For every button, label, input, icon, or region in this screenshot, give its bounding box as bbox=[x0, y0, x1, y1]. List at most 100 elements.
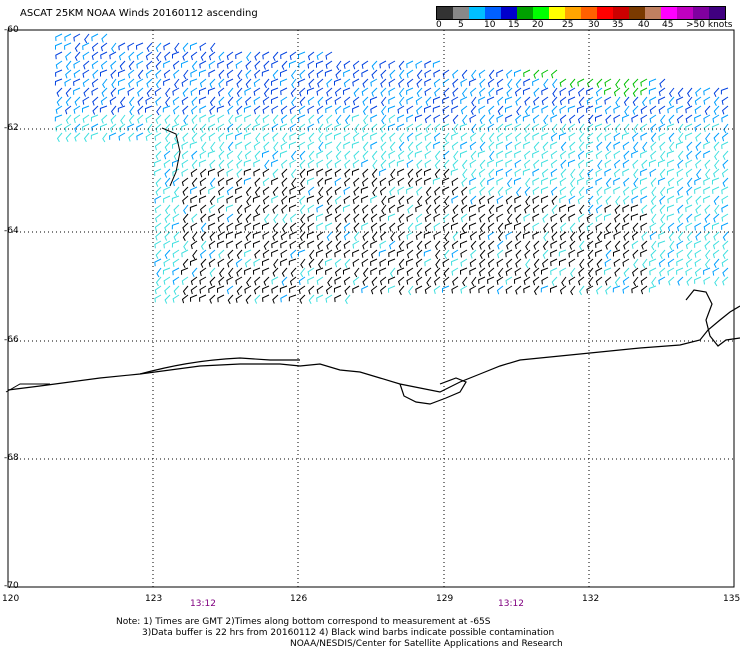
wind-barb bbox=[415, 123, 423, 132]
wind-barb bbox=[561, 123, 567, 134]
wind-barb bbox=[370, 213, 378, 223]
wind-barb bbox=[190, 42, 198, 50]
wind-barb bbox=[406, 186, 414, 194]
wind-barb bbox=[192, 231, 198, 242]
wind-barb bbox=[633, 177, 639, 188]
wind-barb bbox=[84, 33, 90, 44]
wind-barb bbox=[596, 132, 603, 142]
wind-barb bbox=[263, 60, 270, 70]
wind-barb bbox=[226, 276, 234, 285]
wind-barb bbox=[327, 276, 333, 287]
wind-barb bbox=[164, 177, 171, 188]
wind-barb bbox=[218, 96, 225, 106]
wind-barb bbox=[595, 177, 603, 186]
wind-barb bbox=[325, 51, 333, 60]
wind-barb bbox=[73, 87, 81, 95]
wind-barb bbox=[568, 258, 576, 267]
wind-barb bbox=[505, 186, 513, 195]
wind-barb bbox=[315, 213, 324, 221]
wind-barb bbox=[604, 87, 612, 95]
wind-barb bbox=[651, 276, 657, 287]
wind-barb bbox=[163, 186, 171, 195]
wind-barb bbox=[245, 69, 252, 79]
wind-barb bbox=[666, 213, 675, 221]
wind-barb bbox=[451, 249, 459, 258]
wind-barb bbox=[262, 168, 270, 177]
wind-barb bbox=[334, 186, 342, 196]
wind-barb bbox=[252, 231, 261, 239]
wind-barb bbox=[100, 96, 108, 106]
wind-barb bbox=[109, 51, 117, 60]
wind-barb bbox=[461, 222, 468, 233]
wind-barb bbox=[452, 123, 459, 134]
wind-barb bbox=[541, 204, 549, 214]
wind-barb bbox=[326, 114, 333, 124]
wind-barb bbox=[344, 177, 351, 187]
wind-barb bbox=[209, 177, 216, 188]
wind-barb bbox=[200, 168, 207, 178]
wind-barb bbox=[387, 123, 396, 131]
scale-swatch bbox=[469, 7, 485, 19]
wind-barb bbox=[54, 114, 63, 122]
wind-barb bbox=[280, 258, 288, 266]
wind-barb bbox=[210, 141, 216, 152]
wind-barb bbox=[586, 87, 594, 95]
wind-barb bbox=[271, 105, 279, 114]
wind-barb bbox=[541, 159, 549, 167]
wind-barb bbox=[279, 285, 288, 293]
wind-barb bbox=[272, 186, 279, 196]
wind-barb bbox=[218, 69, 225, 79]
wind-barb bbox=[290, 69, 297, 80]
wind-barb bbox=[227, 258, 234, 268]
wind-barb bbox=[577, 249, 585, 258]
wind-barb bbox=[281, 60, 288, 70]
wind-barb bbox=[246, 276, 252, 287]
wind-barb bbox=[550, 150, 558, 160]
wind-barb bbox=[459, 150, 468, 158]
wind-barb bbox=[614, 213, 621, 223]
wind-barb bbox=[640, 186, 648, 195]
wind-barb bbox=[190, 51, 198, 61]
wind-barb bbox=[326, 150, 333, 160]
wind-barb bbox=[209, 78, 216, 88]
wind-barb bbox=[218, 249, 225, 259]
wind-barb bbox=[234, 231, 243, 239]
wind-barb bbox=[505, 159, 513, 168]
region-edge bbox=[161, 127, 181, 187]
wind-barb bbox=[407, 168, 414, 178]
wind-barb bbox=[459, 240, 468, 248]
wind-barb bbox=[435, 258, 441, 269]
wind-barb bbox=[605, 222, 612, 232]
wind-barb bbox=[217, 258, 225, 267]
wind-barb bbox=[695, 231, 702, 241]
wind-barb bbox=[281, 267, 288, 278]
wind-barb bbox=[217, 240, 225, 248]
wind-barb bbox=[479, 177, 486, 188]
wind-barb bbox=[272, 69, 279, 80]
wind-barb bbox=[208, 51, 216, 61]
wind-barb bbox=[550, 114, 558, 123]
wind-barb bbox=[540, 285, 549, 293]
wind-barb bbox=[352, 249, 360, 257]
wind-barb bbox=[308, 78, 315, 88]
wind-barb bbox=[236, 105, 243, 115]
wind-barb bbox=[433, 195, 441, 205]
wind-barb bbox=[102, 132, 108, 143]
wind-barb bbox=[217, 114, 225, 123]
wind-barb bbox=[514, 150, 522, 158]
wind-barb bbox=[228, 114, 234, 125]
wind-barb bbox=[369, 96, 378, 104]
wind-barb bbox=[425, 141, 432, 151]
wind-barb bbox=[658, 105, 666, 115]
wind-barb bbox=[380, 150, 387, 161]
wind-barb bbox=[336, 141, 342, 152]
wind-barb bbox=[171, 141, 180, 149]
wind-barb bbox=[407, 249, 414, 259]
wind-barb bbox=[73, 105, 81, 114]
wind-barb bbox=[604, 186, 612, 195]
wind-barb bbox=[551, 195, 558, 205]
wind-barb bbox=[433, 141, 441, 149]
wind-barb bbox=[343, 60, 351, 69]
wind-barb bbox=[551, 186, 558, 196]
